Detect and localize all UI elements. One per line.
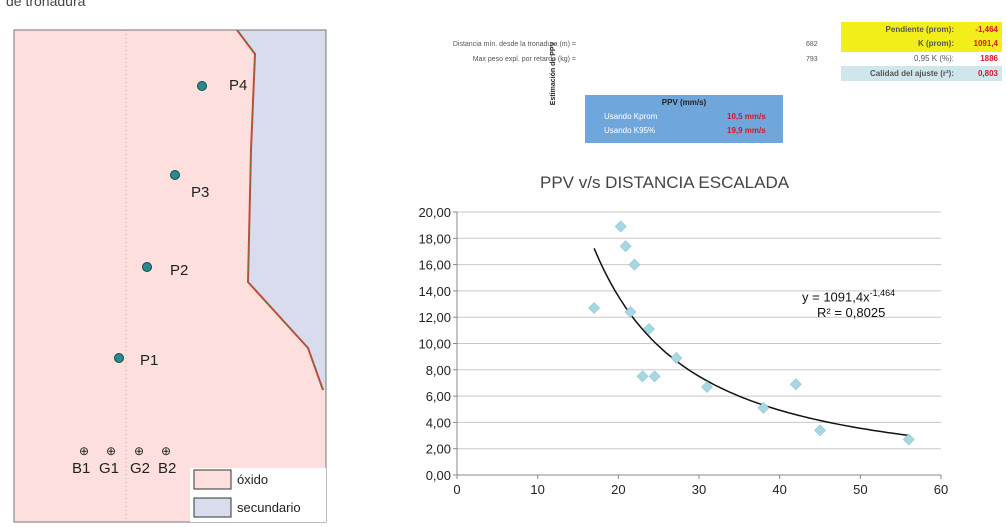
x-tick-label: 10 [530, 482, 544, 497]
data-point [789, 378, 802, 391]
point-p4-label: P4 [229, 77, 248, 94]
param-k-label: K (prom): [918, 39, 954, 48]
point-p3-marker [170, 170, 180, 180]
y-tick-label: 20,00 [418, 205, 451, 220]
map-top-caption: de tronadura [6, 0, 86, 9]
map-frame [13, 29, 327, 523]
marker-g1-icon: ⊕ [106, 444, 117, 458]
y-tick-label: 0,00 [426, 468, 451, 483]
param-box-cyan [841, 66, 1002, 81]
ppv-kprom-label: Usando Kprom [604, 112, 658, 121]
x-tick-label: 60 [934, 482, 948, 497]
point-p2-label: P2 [170, 262, 189, 279]
point-p4-marker [197, 81, 207, 91]
y-tick-label: 12,00 [418, 310, 451, 325]
param-fit-value: 0,803 [977, 69, 998, 78]
y-tick-label: 6,00 [426, 389, 451, 404]
data-point [614, 220, 627, 233]
param-slope-value: -1,464 [975, 25, 998, 34]
data-point [636, 370, 649, 383]
trend-equation-text: y = 1091,4x [802, 289, 870, 305]
ppv-k95-label: Usando K95% [604, 126, 656, 135]
data-point [701, 380, 713, 393]
data-point [588, 302, 601, 314]
point-p1-marker [114, 353, 124, 363]
param-k-value: 1091,4 [973, 39, 998, 48]
chart-title: PPV v/s DISTANCIA ESCALADA [540, 173, 790, 192]
power-trendline [593, 247, 909, 437]
y-tick-label: 10,00 [418, 337, 451, 352]
secondary-zone [237, 30, 326, 390]
y-tick-label: 2,00 [426, 442, 451, 457]
legend-label-secondary: secundario [237, 500, 301, 515]
marker-g1-label: G1 [99, 460, 120, 477]
y-tick-label: 4,00 [426, 415, 451, 430]
map-legend [190, 468, 326, 522]
x-tick-label: 40 [772, 482, 786, 497]
param-k95-value: 1886 [980, 54, 998, 63]
marker-b1-icon: ⊕ [79, 444, 90, 458]
data-point [624, 306, 637, 318]
data-point [643, 323, 655, 335]
data-point [619, 240, 632, 253]
point-p2-marker [142, 262, 152, 272]
ppv-box [585, 95, 783, 143]
trend-r2: R² = 0,8025 [817, 305, 886, 320]
point-p1-label: P1 [140, 352, 159, 369]
map-panel [13, 29, 327, 523]
y-tick-label: 18,00 [418, 231, 451, 246]
param-fit-label: Calidad del ajuste (r²): [869, 69, 954, 78]
data-point [670, 352, 683, 364]
param-row-weight-value: 793 [806, 56, 818, 63]
data-point [757, 402, 770, 414]
x-tick-label: 0 [453, 482, 460, 497]
data-point [902, 433, 915, 446]
ppv-box-title: PPV (mm/s) [661, 98, 707, 107]
marker-g2-icon: ⊕ [134, 444, 145, 458]
param-row-distance-value: 682 [806, 41, 818, 48]
trend-equation-exponent: -1,464 [869, 288, 896, 298]
point-p3-label: P3 [191, 184, 210, 201]
x-tick-label: 20 [611, 482, 625, 497]
marker-b2-icon: ⊕ [161, 444, 172, 458]
param-box-yellow [841, 22, 1002, 52]
y-tick-label: 14,00 [418, 284, 451, 299]
param-k95-label: 0,95 K (%): [913, 54, 954, 63]
data-point [628, 258, 641, 271]
marker-b2-label: B2 [158, 460, 177, 477]
y-tick-label: 8,00 [426, 363, 451, 378]
marker-g2-label: G2 [130, 460, 151, 477]
y-tick-label: 16,00 [418, 258, 451, 273]
param-row-distance-label: Distancia mín. desde la tronadura (m) = [452, 41, 576, 48]
data-point [814, 424, 826, 437]
ppv-kprom-value: 10,5 mm/s [727, 112, 766, 121]
ppv-k95-value: 19,9 mm/s [727, 126, 766, 135]
data-point [648, 370, 661, 383]
x-tick-label: 50 [853, 482, 867, 497]
legend-label-oxide: óxido [237, 472, 269, 487]
legend-swatch-oxide [193, 469, 232, 490]
x-tick-label: 30 [692, 482, 706, 497]
legend-swatch-secondary [193, 497, 232, 518]
marker-b1-label: B1 [72, 460, 91, 477]
zone-boundary-dash [236, 29, 324, 391]
param-row-weight-label: Max peso expl. por retardo (kg) = [472, 56, 576, 63]
trend-equation: y = 1091,4x-1,464 [802, 288, 895, 304]
param-slope-label: Pendiente (prom): [885, 25, 954, 34]
